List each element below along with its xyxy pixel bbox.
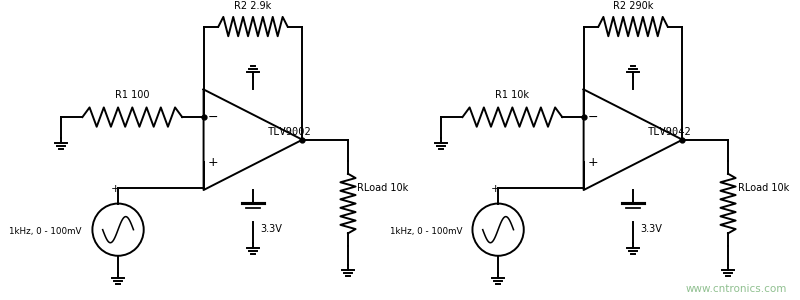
Text: 1kHz, 0 - 100mV: 1kHz, 0 - 100mV [390, 227, 462, 236]
Text: −: − [208, 111, 218, 124]
Text: RLoad 10k: RLoad 10k [738, 183, 789, 193]
Text: 1kHz, 0 - 100mV: 1kHz, 0 - 100mV [10, 227, 82, 236]
Text: +: + [588, 156, 598, 169]
Text: R1 100: R1 100 [115, 90, 150, 100]
Text: 3.3V: 3.3V [641, 224, 662, 234]
Text: RLoad 10k: RLoad 10k [358, 183, 409, 193]
Text: +: + [490, 184, 500, 194]
Text: +: + [110, 184, 120, 194]
Text: R2 290k: R2 290k [613, 1, 654, 11]
Text: www.cntronics.com: www.cntronics.com [686, 284, 787, 293]
Text: 3.3V: 3.3V [261, 224, 282, 234]
Text: TLV9042: TLV9042 [648, 127, 692, 137]
Text: R2 2.9k: R2 2.9k [234, 1, 272, 11]
Text: TLV9002: TLV9002 [268, 127, 311, 137]
Text: +: + [208, 156, 218, 169]
Text: −: − [588, 111, 598, 124]
Text: R1 10k: R1 10k [495, 90, 530, 100]
